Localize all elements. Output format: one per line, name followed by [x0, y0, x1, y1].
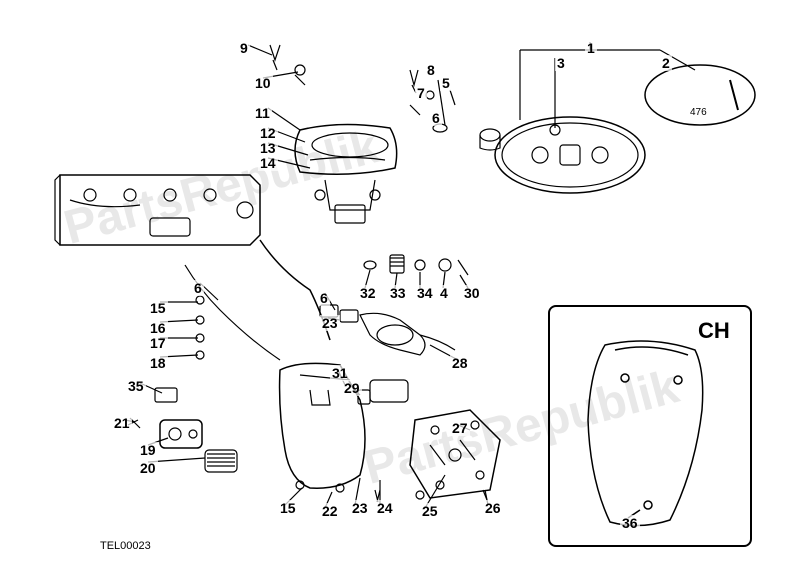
inset-label-ch: CH [698, 318, 730, 344]
callout-29: 29 [342, 380, 362, 396]
callout-31: 31 [330, 365, 350, 381]
callout-27: 27 [450, 420, 470, 436]
callout-7: 7 [415, 85, 427, 101]
callout-35: 35 [126, 378, 146, 394]
callout-6: 6 [192, 280, 204, 296]
callout-14: 14 [258, 155, 278, 171]
callout-18: 18 [148, 355, 168, 371]
callout-22: 22 [320, 503, 340, 519]
callout-25: 25 [420, 503, 440, 519]
callout-24: 24 [375, 500, 395, 516]
callout-15: 15 [278, 500, 298, 516]
part-code: TEL00023 [100, 540, 151, 552]
callout-26: 26 [483, 500, 503, 516]
callout-6: 6 [318, 290, 330, 306]
callout-10: 10 [253, 75, 273, 91]
callout-36: 36 [620, 515, 640, 531]
callout-3: 3 [555, 55, 567, 71]
callout-23: 23 [350, 500, 370, 516]
callout-33: 33 [388, 285, 408, 301]
callout-1: 1 [585, 40, 597, 56]
callout-11: 11 [253, 105, 272, 121]
callout-6: 6 [430, 110, 442, 126]
callout-19: 19 [138, 442, 158, 458]
callout-34: 34 [415, 285, 435, 301]
callout-2: 2 [660, 55, 672, 71]
callout-20: 20 [138, 460, 158, 476]
callout-17: 17 [148, 335, 168, 351]
callout-23: 23 [320, 315, 340, 331]
callout-13: 13 [258, 140, 278, 156]
callout-5: 5 [440, 75, 452, 91]
callout-9: 9 [238, 40, 250, 56]
callout-16: 16 [148, 320, 168, 336]
callout-21: 21 [112, 415, 132, 431]
callout-4: 4 [438, 285, 450, 301]
callout-12: 12 [258, 125, 278, 141]
callout-15: 15 [148, 300, 168, 316]
callout-28: 28 [450, 355, 470, 371]
callout-30: 30 [462, 285, 482, 301]
callout-32: 32 [358, 285, 378, 301]
callout-8: 8 [425, 62, 437, 78]
